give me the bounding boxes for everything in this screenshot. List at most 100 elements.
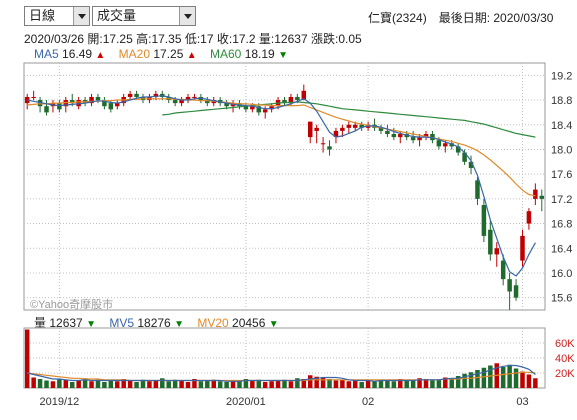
- candle-body: [417, 137, 422, 141]
- quote-close: 收:17.2: [216, 32, 256, 46]
- ma5-label: MA5: [34, 47, 59, 61]
- price-tick-label: 16.4: [551, 243, 572, 255]
- ma5-line: [27, 95, 536, 277]
- quote-low: 低:17: [184, 32, 214, 46]
- ma-legend: MA5 16.49 ▲ MA20 17.25 ▲ MA60 18.19 ▼: [34, 47, 288, 61]
- volume-bar: [340, 379, 345, 388]
- volume-bar: [385, 380, 390, 388]
- candle-body: [520, 235, 525, 261]
- ma20-value: 17.25: [153, 47, 184, 61]
- period-select-value: 日線: [29, 8, 56, 23]
- ma20-line: [27, 98, 536, 197]
- ma5-value: 16.49: [62, 47, 93, 61]
- mv20-trend-icon: ▼: [268, 319, 279, 330]
- volume-bar: [507, 364, 512, 388]
- volume-bar: [50, 381, 56, 388]
- volume-bar: [153, 380, 159, 388]
- price-tick-label: 18.0: [551, 144, 572, 156]
- candle-body: [533, 189, 538, 199]
- quote-high: 高:17.35: [136, 32, 182, 46]
- quote-change: 漲跌:0.05: [310, 32, 362, 46]
- volume-bar: [417, 378, 422, 388]
- volume-bar: [301, 379, 307, 388]
- candle-body: [224, 103, 229, 107]
- candle-body: [179, 100, 184, 104]
- mv5-line: [27, 364, 536, 382]
- candle-body: [243, 106, 249, 110]
- ma60-trend-icon: ▼: [278, 50, 288, 61]
- price-tick-label: 15.6: [551, 293, 572, 305]
- volume-bar: [327, 379, 332, 388]
- indicator-select[interactable]: 成交量: [92, 6, 196, 26]
- candle-body: [488, 229, 493, 255]
- ma20-label: MA20: [118, 47, 151, 61]
- candle-body: [340, 127, 345, 131]
- period-select[interactable]: 日線: [24, 6, 90, 26]
- volume-bar: [95, 379, 101, 388]
- volume-bar: [250, 380, 255, 388]
- volume-bar: [533, 378, 538, 388]
- candle-body: [63, 100, 69, 107]
- volume-bar: [468, 372, 474, 388]
- price-tick-label: 17.6: [551, 169, 572, 181]
- mv5-label: MV5: [109, 316, 135, 330]
- candle-body: [295, 96, 300, 101]
- volume-bar: [121, 379, 126, 388]
- volume-bar: [282, 379, 287, 388]
- mv5-trend-icon: ▼: [174, 319, 184, 330]
- volume-bar: [89, 381, 94, 388]
- volume-bar: [288, 381, 294, 388]
- chevron-down-icon[interactable]: [179, 7, 195, 25]
- volume-bar: [410, 379, 416, 388]
- candle-body: [333, 130, 339, 138]
- stock-info: 仁寶(2324) 最後日期: 2020/03/30: [368, 9, 565, 26]
- chevron-down-icon[interactable]: [73, 7, 89, 25]
- candle-body: [539, 195, 545, 199]
- candle-body: [44, 106, 49, 113]
- ma20-trend-icon: ▲: [186, 50, 197, 61]
- volume-bar: [526, 374, 532, 388]
- volume-bar: [269, 381, 274, 388]
- volume-bar: [353, 380, 358, 388]
- candle-body: [185, 96, 191, 101]
- candle-body: [282, 100, 287, 104]
- candle-body: [76, 100, 81, 107]
- candle-body: [262, 109, 268, 113]
- mv20-value: 20456: [232, 316, 266, 330]
- candle-body: [391, 134, 397, 138]
- volume-bar: [115, 381, 120, 388]
- volume-bar: [108, 380, 114, 388]
- price-tick-label: 16.8: [551, 219, 572, 231]
- volume-bar: [192, 379, 197, 388]
- candle-body: [346, 124, 352, 128]
- stock-name: 仁寶(2324): [368, 11, 427, 25]
- candle-body: [481, 205, 487, 236]
- quote-open: 開:17.25: [87, 32, 133, 46]
- candle-body: [314, 127, 319, 131]
- candle-body: [320, 143, 326, 145]
- volume-bar: [488, 365, 493, 388]
- volume-bar: [275, 380, 281, 388]
- candle-body: [37, 100, 43, 107]
- indicator-select-value: 成交量: [97, 8, 137, 23]
- candle-body: [301, 90, 307, 101]
- volume-bar: [76, 380, 81, 388]
- volume-bar: [256, 379, 262, 388]
- volume-bar: [378, 379, 384, 388]
- price-panel-frame: [23, 62, 546, 311]
- volume-bar: [102, 382, 107, 388]
- candle-body: [398, 134, 403, 138]
- candle-body: [462, 152, 467, 162]
- volume-bar: [443, 377, 448, 388]
- candle-body: [205, 100, 210, 104]
- volume-bar: [295, 378, 300, 388]
- x-tick-label: 2020/01: [226, 396, 266, 408]
- candle-body: [172, 100, 178, 104]
- candle-body: [288, 96, 294, 104]
- candle-body: [269, 106, 274, 110]
- volume-bar: [237, 381, 242, 388]
- candle-body: [500, 260, 506, 280]
- volume-bar: [462, 373, 467, 388]
- volume-bar: [436, 379, 442, 388]
- volume-bar: [391, 381, 397, 388]
